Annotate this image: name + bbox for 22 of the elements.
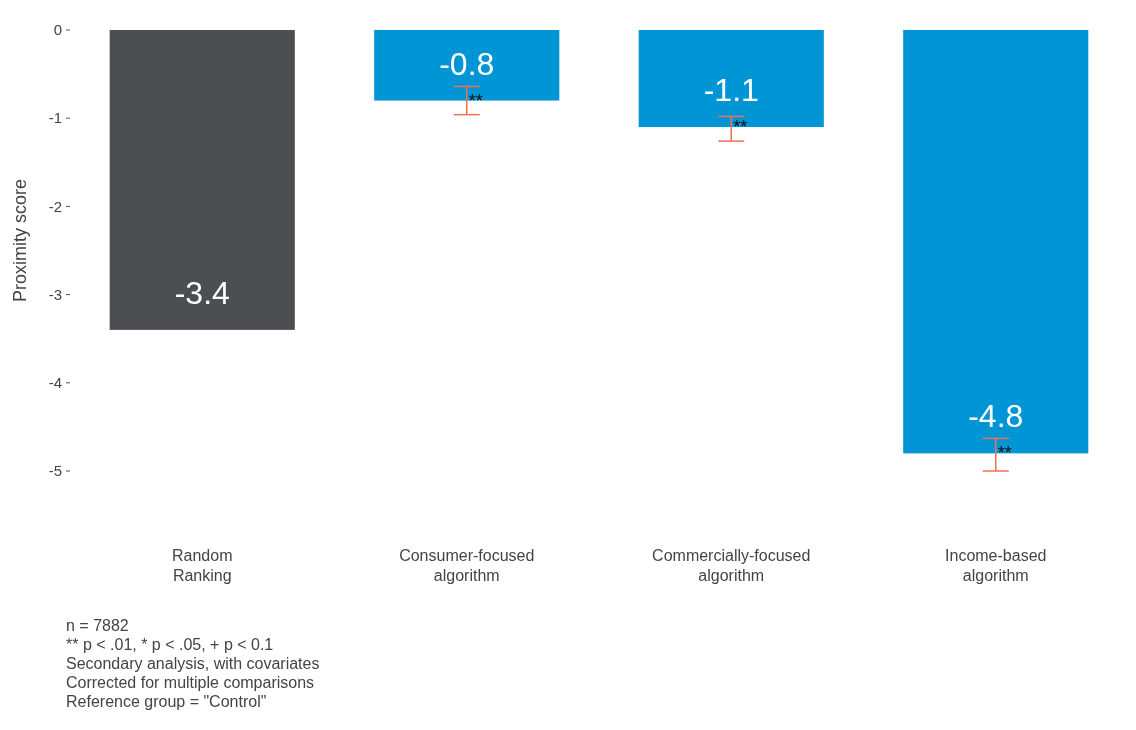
x-tick-label: Income-based algorithm bbox=[945, 547, 1047, 584]
data-label: -0.8 bbox=[439, 45, 495, 82]
y-tick-label: 0 bbox=[53, 21, 62, 39]
annotation: ** bbox=[733, 117, 748, 138]
text: Corrected for multiple comparisons bbox=[66, 674, 315, 691]
x-tick-label: Consumer-focused algorithm bbox=[399, 547, 535, 584]
y-tick-label: -1 bbox=[48, 109, 62, 127]
y-tick-label: -4 bbox=[48, 374, 62, 392]
text: Secondary analysis, with covariates bbox=[66, 655, 320, 672]
x-tick-label: Commercially-focused algorithm bbox=[652, 547, 811, 584]
text: Reference group = "Control" bbox=[66, 693, 267, 710]
y-tick-label: -5 bbox=[48, 462, 62, 480]
annotation: ** bbox=[997, 443, 1012, 464]
y-axis-title: Proximity score bbox=[10, 178, 30, 303]
text: ** p < .01, * p < .05, + p < 0.1 bbox=[66, 636, 274, 653]
y-tick-label: -2 bbox=[48, 197, 62, 215]
text: n = 7882 bbox=[66, 617, 129, 634]
data-label: -4.8 bbox=[968, 398, 1024, 435]
y-tick-label: -3 bbox=[48, 285, 62, 303]
data-label: -1.1 bbox=[703, 72, 759, 109]
data-label: -3.4 bbox=[174, 274, 230, 311]
x-tick-label: Random Ranking bbox=[172, 547, 233, 584]
